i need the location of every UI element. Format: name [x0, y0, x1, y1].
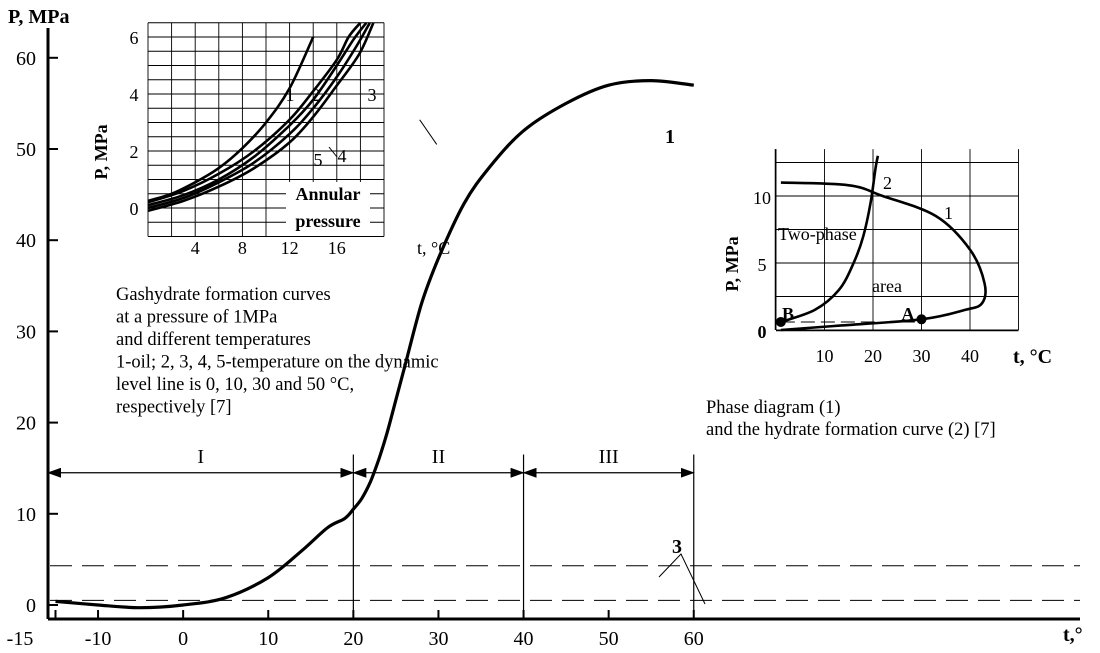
inset2-caption-line-1: Phase diagram (1) [706, 398, 841, 418]
inset2-point-B [775, 316, 786, 327]
y-tick-label-60: 60 [16, 48, 36, 70]
region-label-III: III [599, 446, 619, 468]
curve-1-line [55, 78, 694, 610]
y-tick-label-40: 40 [16, 230, 36, 252]
inset1-y-axis-label: P, MPa [91, 124, 111, 179]
inset1-caption-line-5: level line is 0, 10, 30 and 50 °C, [116, 375, 354, 395]
inset2-curve-label-1: 1 [944, 203, 953, 223]
inset1-annotation-1: Annular [295, 184, 360, 204]
inset1-caption-line-4: 1-oil; 2, 3, 4, 5-temperature on the dyn… [116, 353, 439, 373]
region-label-II: II [432, 446, 445, 468]
x-tick-label-60: 60 [684, 628, 704, 650]
inset2-annotation-2: area [872, 276, 902, 296]
dashed-3-leader [658, 553, 706, 605]
inset2-point-label-A: A [902, 304, 915, 324]
x-tick-label-20: 20 [343, 628, 363, 650]
inset1-caption-line-3: and different temperatures [116, 330, 311, 350]
x-tick-label-30: 30 [428, 628, 448, 650]
inset2-x-axis-label: t, °C [1013, 346, 1052, 368]
y-tick-label-30: 30 [16, 321, 36, 343]
inset1-curve-4 [147, 22, 371, 210]
inset2-curve-label-2: 2 [883, 173, 892, 193]
x-tick-label--15: -15 [7, 628, 34, 650]
y-tick-label-50: 50 [16, 139, 36, 161]
y-tick-label-20: 20 [16, 413, 36, 435]
x-tick-label-0: 0 [178, 628, 188, 650]
inset2-point-A [916, 314, 927, 325]
x-tick-label-50: 50 [599, 628, 619, 650]
y-axis-label: P, MPa [8, 6, 69, 28]
y-tick-label-0: 0 [26, 595, 36, 617]
inset2-x-tick-20: 20 [864, 346, 882, 366]
inset2-annotation-1: Two-phase [778, 224, 857, 244]
x-tick-label-40: 40 [514, 628, 534, 650]
inset1-curve-label-4: 4 [338, 146, 347, 166]
inset1-y-tick-2: 2 [130, 142, 139, 162]
inset1-leader-4 [328, 146, 338, 158]
inset2-y-axis-label: P, MPa [722, 236, 742, 291]
inset2-y-tick-10: 10 [753, 188, 771, 208]
curve-1-label: 1 [665, 126, 675, 148]
inset1-curve-label-1: 1 [286, 85, 295, 105]
inset2-caption-line-2: and the hydrate formation curve (2) [7] [706, 420, 996, 440]
x-tick-label--10: -10 [85, 628, 112, 650]
inset2-x-tick-30: 30 [913, 346, 931, 366]
inset1-x-tick-16: 16 [328, 238, 346, 258]
inset1-y-tick-6: 6 [130, 28, 139, 48]
dashed-3-label: 3 [672, 536, 682, 558]
inset1-x-tick-4: 4 [191, 238, 200, 258]
inset2-x-tick-10: 10 [816, 346, 834, 366]
inset1-x-axis-label: t, °C [417, 238, 450, 258]
x-axis-label: t,° [1063, 624, 1083, 646]
curve-1-leader [419, 119, 438, 145]
inset1-curve-1 [147, 36, 315, 203]
region-label-I: I [197, 446, 204, 468]
x-tick-label-10: 10 [258, 628, 278, 650]
inset1-curve-label-5: 5 [314, 150, 323, 170]
inset1-x-tick-8: 8 [238, 238, 247, 258]
inset1-y-tick-0: 0 [130, 199, 139, 219]
inset1-annotation-bg [286, 182, 370, 236]
inset1-curve-3 [147, 21, 368, 207]
inset1-caption-line-6: respectively [7] [116, 398, 232, 418]
inset1-annotation-2: pressure [295, 211, 360, 231]
inset2-y-tick-5: 5 [758, 255, 767, 275]
inset2-y-tick-0: 0 [758, 322, 767, 342]
inset1-caption-line-1: Gashydrate formation curves [116, 285, 331, 305]
inset1-caption-line-2: at a pressure of 1MPa [116, 308, 277, 328]
inset2-curve-2 [780, 155, 880, 324]
inset2-x-tick-40: 40 [961, 346, 979, 366]
y-tick-label-10: 10 [16, 504, 36, 526]
inset1-curve-5 [147, 22, 375, 213]
inset2-curve-1 [780, 181, 987, 332]
inset1-curve-label-2: 2 [312, 85, 321, 105]
inset1-curve-label-3: 3 [368, 85, 377, 105]
inset1-x-tick-12: 12 [281, 238, 299, 258]
inset1-curve-2 [147, 21, 362, 204]
inset1-y-tick-4: 4 [130, 85, 139, 105]
inset2-point-label-B: B [782, 304, 794, 324]
